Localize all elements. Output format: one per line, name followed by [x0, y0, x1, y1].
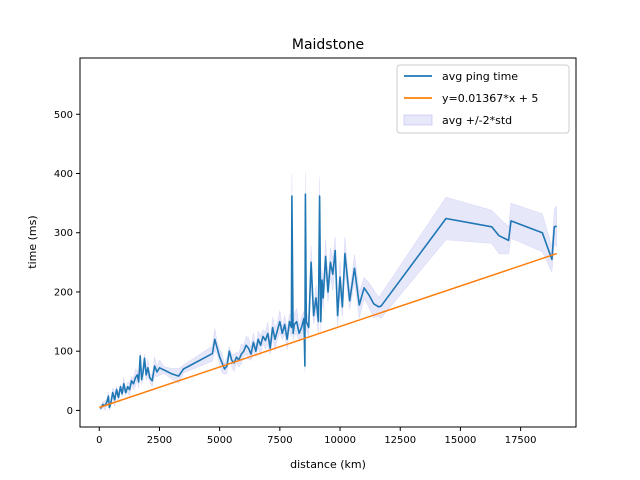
x-axis: 0 2500 5000 7500 10000 12500 15000 17500 [96, 427, 537, 446]
fit-line [99, 252, 557, 409]
legend-label-std-band: avg +/-2*std [442, 114, 512, 127]
x-tick-label: 10000 [324, 435, 356, 446]
y-tick-label: 400 [54, 169, 73, 180]
chart-title: Maidstone [292, 37, 364, 53]
plot-frame [79, 57, 577, 428]
y-axis: 0 100 200 300 400 500 [54, 110, 80, 417]
x-tick-label: 5000 [207, 435, 232, 446]
x-tick-label: 17500 [505, 435, 537, 446]
x-axis-label: distance (km) [290, 458, 366, 471]
x-tick-label: 15000 [445, 435, 477, 446]
avg-ping-line [99, 193, 557, 410]
legend-box [396, 64, 570, 134]
legend-label-avg-ping: avg ping time [442, 70, 518, 83]
legend: avg ping time y=0.01367*x + 5 avg +/-2*s… [396, 64, 570, 134]
y-tick-label: 200 [54, 287, 73, 298]
x-tick-label: 2500 [147, 435, 172, 446]
y-tick-label: 100 [54, 347, 73, 358]
y-tick-label: 300 [54, 228, 73, 239]
y-tick-label: 500 [54, 110, 73, 121]
series-layer [99, 193, 557, 410]
legend-label-fit-line: y=0.01367*x + 5 [442, 92, 538, 105]
y-axis-label: time (ms) [26, 215, 39, 268]
x-tick-label: 7500 [267, 435, 292, 446]
y-tick-label: 0 [67, 406, 73, 417]
x-tick-label: 12500 [384, 435, 416, 446]
legend-swatch-std-band [403, 114, 433, 126]
x-tick-label: 0 [96, 435, 102, 446]
